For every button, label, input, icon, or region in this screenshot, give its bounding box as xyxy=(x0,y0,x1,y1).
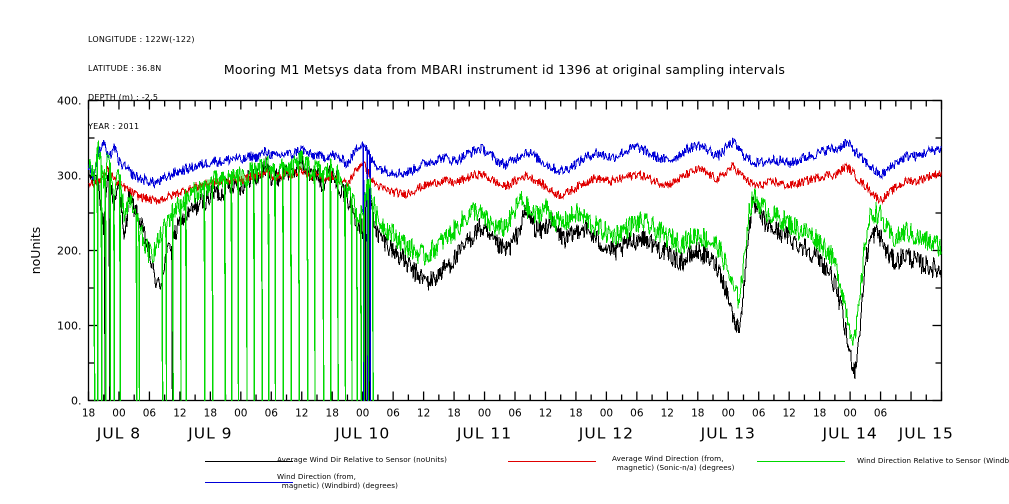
x-day-label: JUL 8 xyxy=(96,425,141,443)
x-hour-label: 00 xyxy=(478,408,491,420)
x-hour-label: 00 xyxy=(843,408,856,420)
x-hour-label: 18 xyxy=(204,408,217,420)
x-hour-label: 18 xyxy=(691,408,704,420)
metadata-year: YEAR : 2011 xyxy=(88,121,140,131)
x-hour-label: 18 xyxy=(813,408,826,420)
y-axis-label: noUnits xyxy=(28,227,43,275)
metadata-longitude: LONGITUDE : 122W(-122) xyxy=(88,35,195,45)
legend-label: Average Wind Direction (from, magnetic) … xyxy=(612,454,735,472)
metadata-depth: DEPTH (m) : -2.5 xyxy=(88,92,159,102)
x-hour-label: 18 xyxy=(82,408,95,420)
x-hour-label: 00 xyxy=(356,408,369,420)
x-hour-label: 18 xyxy=(569,408,582,420)
x-hour-label: 12 xyxy=(539,408,552,420)
x-axis: 18 00 06 12 18 00 06 12 18 00 06 12 18 00 06 12 18 00 06 12… xyxy=(82,100,954,443)
x-day-label: JUL 10 xyxy=(334,425,390,443)
x-hour-label: 06 xyxy=(508,408,522,420)
x-hour-label: 06 xyxy=(386,408,400,420)
x-hour-label: 06 xyxy=(752,408,766,420)
chart-legend: Average Wind Dir Relative to Sensor (noU… xyxy=(0,448,1009,504)
y-tick-label: 300. xyxy=(57,170,82,183)
x-day-label: JUL 15 xyxy=(898,425,954,443)
chart-title: Mooring M1 Metsys data from MBARI instru… xyxy=(223,62,786,77)
series-green xyxy=(88,140,942,401)
x-hour-label: 18 xyxy=(447,408,460,420)
data-series-group xyxy=(88,137,942,401)
x-hour-label: 12 xyxy=(661,408,674,420)
metadata-block: LONGITUDE : 122W(-122) LATITUDE : 36.8N … xyxy=(88,16,195,150)
legend-label: Wind Direction (from, magnetic) (Windbir… xyxy=(277,472,399,490)
x-hour-label: 00 xyxy=(112,408,125,420)
y-tick-label: 100. xyxy=(57,320,82,333)
x-hour-label: 00 xyxy=(600,408,613,420)
x-hour-label: 06 xyxy=(265,408,279,420)
x-day-label: JUL 14 xyxy=(822,425,878,443)
legend-line-swatch xyxy=(205,482,293,483)
x-day-label: JUL 12 xyxy=(578,425,634,443)
legend-line-swatch xyxy=(205,461,293,462)
x-hour-label: 12 xyxy=(173,408,186,420)
legend-label: Average Wind Dir Relative to Sensor (noU… xyxy=(277,455,448,464)
x-hour-label: 06 xyxy=(874,408,888,420)
y-tick-label: 200. xyxy=(57,245,82,258)
legend-line-swatch xyxy=(508,461,596,462)
x-hour-label: 06 xyxy=(630,408,644,420)
metadata-latitude: LATITUDE : 36.8N xyxy=(88,63,162,73)
x-hour-label: 06 xyxy=(143,408,157,420)
x-hour-label: 00 xyxy=(234,408,247,420)
series-black xyxy=(88,152,942,401)
x-hour-label: 12 xyxy=(782,408,795,420)
legend-line-swatch xyxy=(757,461,845,462)
x-day-label: JUL 9 xyxy=(187,425,232,443)
x-hour-label: 12 xyxy=(295,408,308,420)
legend-label: Wind Direction Relative to Sensor (Windb… xyxy=(857,456,1009,465)
series-blue xyxy=(88,137,942,401)
y-tick-label: 400. xyxy=(57,95,82,108)
x-hour-label: 00 xyxy=(722,408,735,420)
x-day-label: JUL 11 xyxy=(456,425,512,443)
y-tick-label: 0. xyxy=(71,395,82,408)
x-hour-label: 18 xyxy=(326,408,339,420)
x-hour-label: 12 xyxy=(417,408,430,420)
x-day-label: JUL 13 xyxy=(700,425,756,443)
plot-frame xyxy=(87,99,943,402)
